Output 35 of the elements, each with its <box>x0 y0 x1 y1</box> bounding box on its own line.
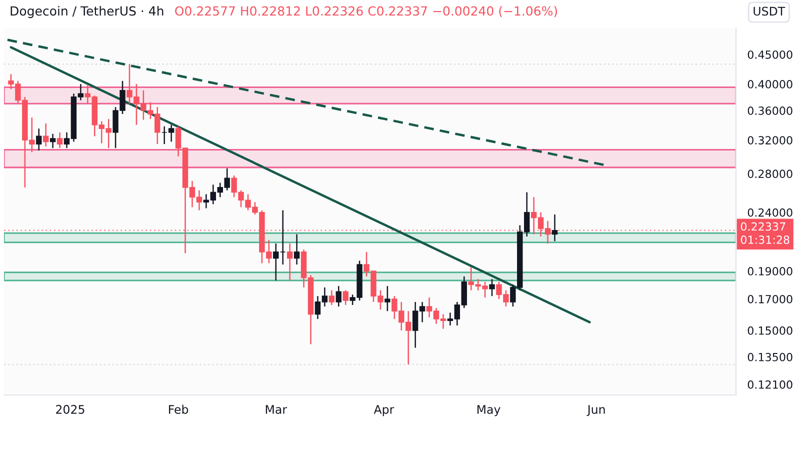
candlestick <box>489 278 495 297</box>
candlestick <box>280 210 286 266</box>
candlestick <box>384 285 390 312</box>
candlestick <box>56 132 63 149</box>
y-tick-label: 0.15000 <box>748 326 792 335</box>
chart-title: Dogecoin / TetherUS · 4h <box>10 6 164 18</box>
candlestick <box>50 133 56 149</box>
y-tick-label: 0.28000 <box>748 170 792 178</box>
y-tick-label: 0.32000 <box>748 136 792 144</box>
x-tick-label: 2025 <box>56 404 84 414</box>
y-tick-label: 0.17000 <box>748 294 792 304</box>
candlestick <box>328 290 335 306</box>
x-tick-label: May <box>477 405 500 416</box>
y-tick-label: 0.12100 <box>748 380 792 389</box>
x-tick-label: Feb <box>168 404 188 414</box>
y-tick-label: 0.13500 <box>748 352 792 362</box>
x-tick-label: Apr <box>374 405 394 416</box>
x-tick-label: Mar <box>266 405 288 414</box>
candlestick <box>286 242 293 282</box>
candlestick <box>273 242 279 282</box>
candlestick <box>42 122 49 148</box>
y-tick-label: 0.36000 <box>748 106 792 115</box>
candlestick <box>336 285 342 308</box>
candlestick <box>36 128 42 152</box>
candlestick <box>552 214 558 242</box>
candlestick <box>342 290 348 306</box>
y-tick-label: 0.24000 <box>748 208 792 217</box>
chart-subtitle: O0.22577 H0.22812 L0.22326 C0.22337 −0.00240 (−1.06%) <box>175 6 557 18</box>
x-tick-label: Jun <box>586 405 605 416</box>
y-axis-title: USDT <box>754 6 786 16</box>
y-tick-label: 0.40000 <box>748 80 792 88</box>
y-tick-label: 0.45000 <box>748 50 792 59</box>
candlestick <box>294 234 300 266</box>
y-tick-label: 0.19000 <box>748 267 792 276</box>
ref-line-label: 0.22337 01:31:28 <box>740 222 790 244</box>
